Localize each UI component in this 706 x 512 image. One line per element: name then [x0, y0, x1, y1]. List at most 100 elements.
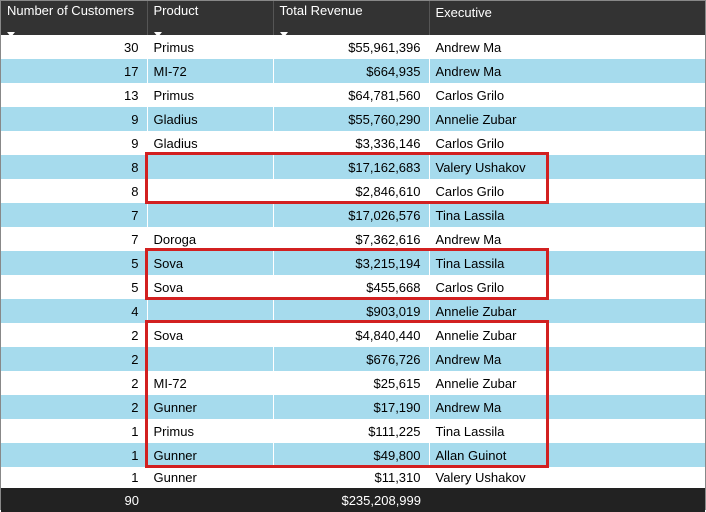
- cell-executive: Andrew Ma: [429, 347, 705, 371]
- cell-executive: Annelie Zubar: [429, 323, 705, 347]
- table-row[interactable]: 30Primus$55,961,396Andrew Ma: [1, 35, 705, 59]
- table-header-row: Number of Customers Product Total Revenu…: [1, 1, 705, 35]
- cell-executive: Carlos Grilo: [429, 275, 705, 299]
- total-customers: 90: [1, 488, 147, 512]
- table-row[interactable]: 8 $2,846,610Carlos Grilo: [1, 179, 705, 203]
- table-container: Number of Customers Product Total Revenu…: [1, 1, 705, 509]
- cell-revenue: $903,019: [273, 299, 429, 323]
- cell-product: Primus: [147, 35, 273, 59]
- cell-executive: Allan Guinot: [429, 443, 705, 467]
- table-row[interactable]: 5Sova$3,215,194Tina Lassila: [1, 251, 705, 275]
- column-label: Executive: [436, 5, 492, 20]
- column-label: Number of Customers: [7, 3, 134, 18]
- cell-customers: 2: [1, 371, 147, 395]
- cell-executive: Annelie Zubar: [429, 299, 705, 323]
- sort-desc-icon: [154, 32, 162, 37]
- total-product-blank: [147, 488, 273, 512]
- cell-revenue: $49,800: [273, 443, 429, 467]
- cell-executive: Andrew Ma: [429, 227, 705, 251]
- cell-product: Sova: [147, 323, 273, 347]
- column-label: Product: [154, 3, 199, 18]
- cell-executive: Valery Ushakov: [429, 155, 705, 179]
- cell-product: [147, 203, 273, 227]
- cell-product: [147, 155, 273, 179]
- cell-product: MI-72: [147, 371, 273, 395]
- cell-customers: 5: [1, 275, 147, 299]
- cell-revenue: $455,668: [273, 275, 429, 299]
- table-row[interactable]: 17MI-72$664,935Andrew Ma: [1, 59, 705, 83]
- table-row[interactable]: 1Gunner$11,310Valery Ushakov: [1, 467, 705, 488]
- cell-product: Sova: [147, 251, 273, 275]
- cell-product: MI-72: [147, 59, 273, 83]
- cell-product: Gladius: [147, 131, 273, 155]
- table-row[interactable]: 2 $676,726Andrew Ma: [1, 347, 705, 371]
- table-body: 30Primus$55,961,396Andrew Ma17MI-72$664,…: [1, 35, 705, 488]
- table-row[interactable]: 7Doroga$7,362,616Andrew Ma: [1, 227, 705, 251]
- sort-desc-icon: [280, 32, 288, 37]
- cell-product: Primus: [147, 83, 273, 107]
- cell-product: Doroga: [147, 227, 273, 251]
- column-header-revenue[interactable]: Total Revenue: [273, 1, 429, 35]
- cell-product: [147, 347, 273, 371]
- cell-executive: Carlos Grilo: [429, 83, 705, 107]
- cell-revenue: $111,225: [273, 419, 429, 443]
- cell-executive: Annelie Zubar: [429, 107, 705, 131]
- column-header-executive[interactable]: Executive: [429, 1, 705, 35]
- table-row[interactable]: 2MI-72$25,615Annelie Zubar: [1, 371, 705, 395]
- cell-revenue: $25,615: [273, 371, 429, 395]
- column-header-product[interactable]: Product: [147, 1, 273, 35]
- column-label: Total Revenue: [280, 3, 363, 18]
- cell-revenue: $17,190: [273, 395, 429, 419]
- cell-customers: 8: [1, 155, 147, 179]
- cell-executive: Tina Lassila: [429, 203, 705, 227]
- cell-customers: 9: [1, 131, 147, 155]
- cell-customers: 30: [1, 35, 147, 59]
- cell-customers: 8: [1, 179, 147, 203]
- table-row[interactable]: 5Sova$455,668Carlos Grilo: [1, 275, 705, 299]
- cell-revenue: $17,162,683: [273, 155, 429, 179]
- cell-revenue: $55,961,396: [273, 35, 429, 59]
- cell-revenue: $676,726: [273, 347, 429, 371]
- cell-customers: 5: [1, 251, 147, 275]
- cell-customers: 2: [1, 323, 147, 347]
- cell-revenue: $2,846,610: [273, 179, 429, 203]
- cell-revenue: $3,336,146: [273, 131, 429, 155]
- cell-customers: 13: [1, 83, 147, 107]
- table-row[interactable]: 1Gunner$49,800Allan Guinot: [1, 443, 705, 467]
- column-header-customers[interactable]: Number of Customers: [1, 1, 147, 35]
- cell-customers: 1: [1, 443, 147, 467]
- cell-product: [147, 179, 273, 203]
- table-row[interactable]: 1Primus$111,225Tina Lassila: [1, 419, 705, 443]
- cell-product: Gunner: [147, 395, 273, 419]
- cell-customers: 7: [1, 227, 147, 251]
- sort-desc-icon: [7, 32, 15, 37]
- cell-product: Primus: [147, 419, 273, 443]
- cell-revenue: $64,781,560: [273, 83, 429, 107]
- cell-revenue: $55,760,290: [273, 107, 429, 131]
- table-row[interactable]: 9Gladius$55,760,290Annelie Zubar: [1, 107, 705, 131]
- cell-customers: 2: [1, 347, 147, 371]
- cell-executive: Andrew Ma: [429, 59, 705, 83]
- total-revenue: $235,208,999: [273, 488, 429, 512]
- table-row[interactable]: 4$903,019Annelie Zubar: [1, 299, 705, 323]
- cell-executive: Carlos Grilo: [429, 131, 705, 155]
- cell-product: Gunner: [147, 467, 273, 488]
- cell-revenue: $664,935: [273, 59, 429, 83]
- cell-executive: Andrew Ma: [429, 395, 705, 419]
- table-row[interactable]: 8 $17,162,683Valery Ushakov: [1, 155, 705, 179]
- table-row[interactable]: 13Primus$64,781,560Carlos Grilo: [1, 83, 705, 107]
- cell-product: Gladius: [147, 107, 273, 131]
- cell-executive: Valery Ushakov: [429, 467, 705, 488]
- table-row[interactable]: 7 $17,026,576Tina Lassila: [1, 203, 705, 227]
- cell-customers: 17: [1, 59, 147, 83]
- cell-customers: 7: [1, 203, 147, 227]
- table-row[interactable]: 2Gunner$17,190Andrew Ma: [1, 395, 705, 419]
- cell-executive: Tina Lassila: [429, 419, 705, 443]
- table-row[interactable]: 2Sova$4,840,440Annelie Zubar: [1, 323, 705, 347]
- cell-executive: Carlos Grilo: [429, 179, 705, 203]
- table-row[interactable]: 9Gladius$3,336,146Carlos Grilo: [1, 131, 705, 155]
- cell-product: [147, 299, 273, 323]
- cell-product: Gunner: [147, 443, 273, 467]
- cell-revenue: $17,026,576: [273, 203, 429, 227]
- cell-revenue: $7,362,616: [273, 227, 429, 251]
